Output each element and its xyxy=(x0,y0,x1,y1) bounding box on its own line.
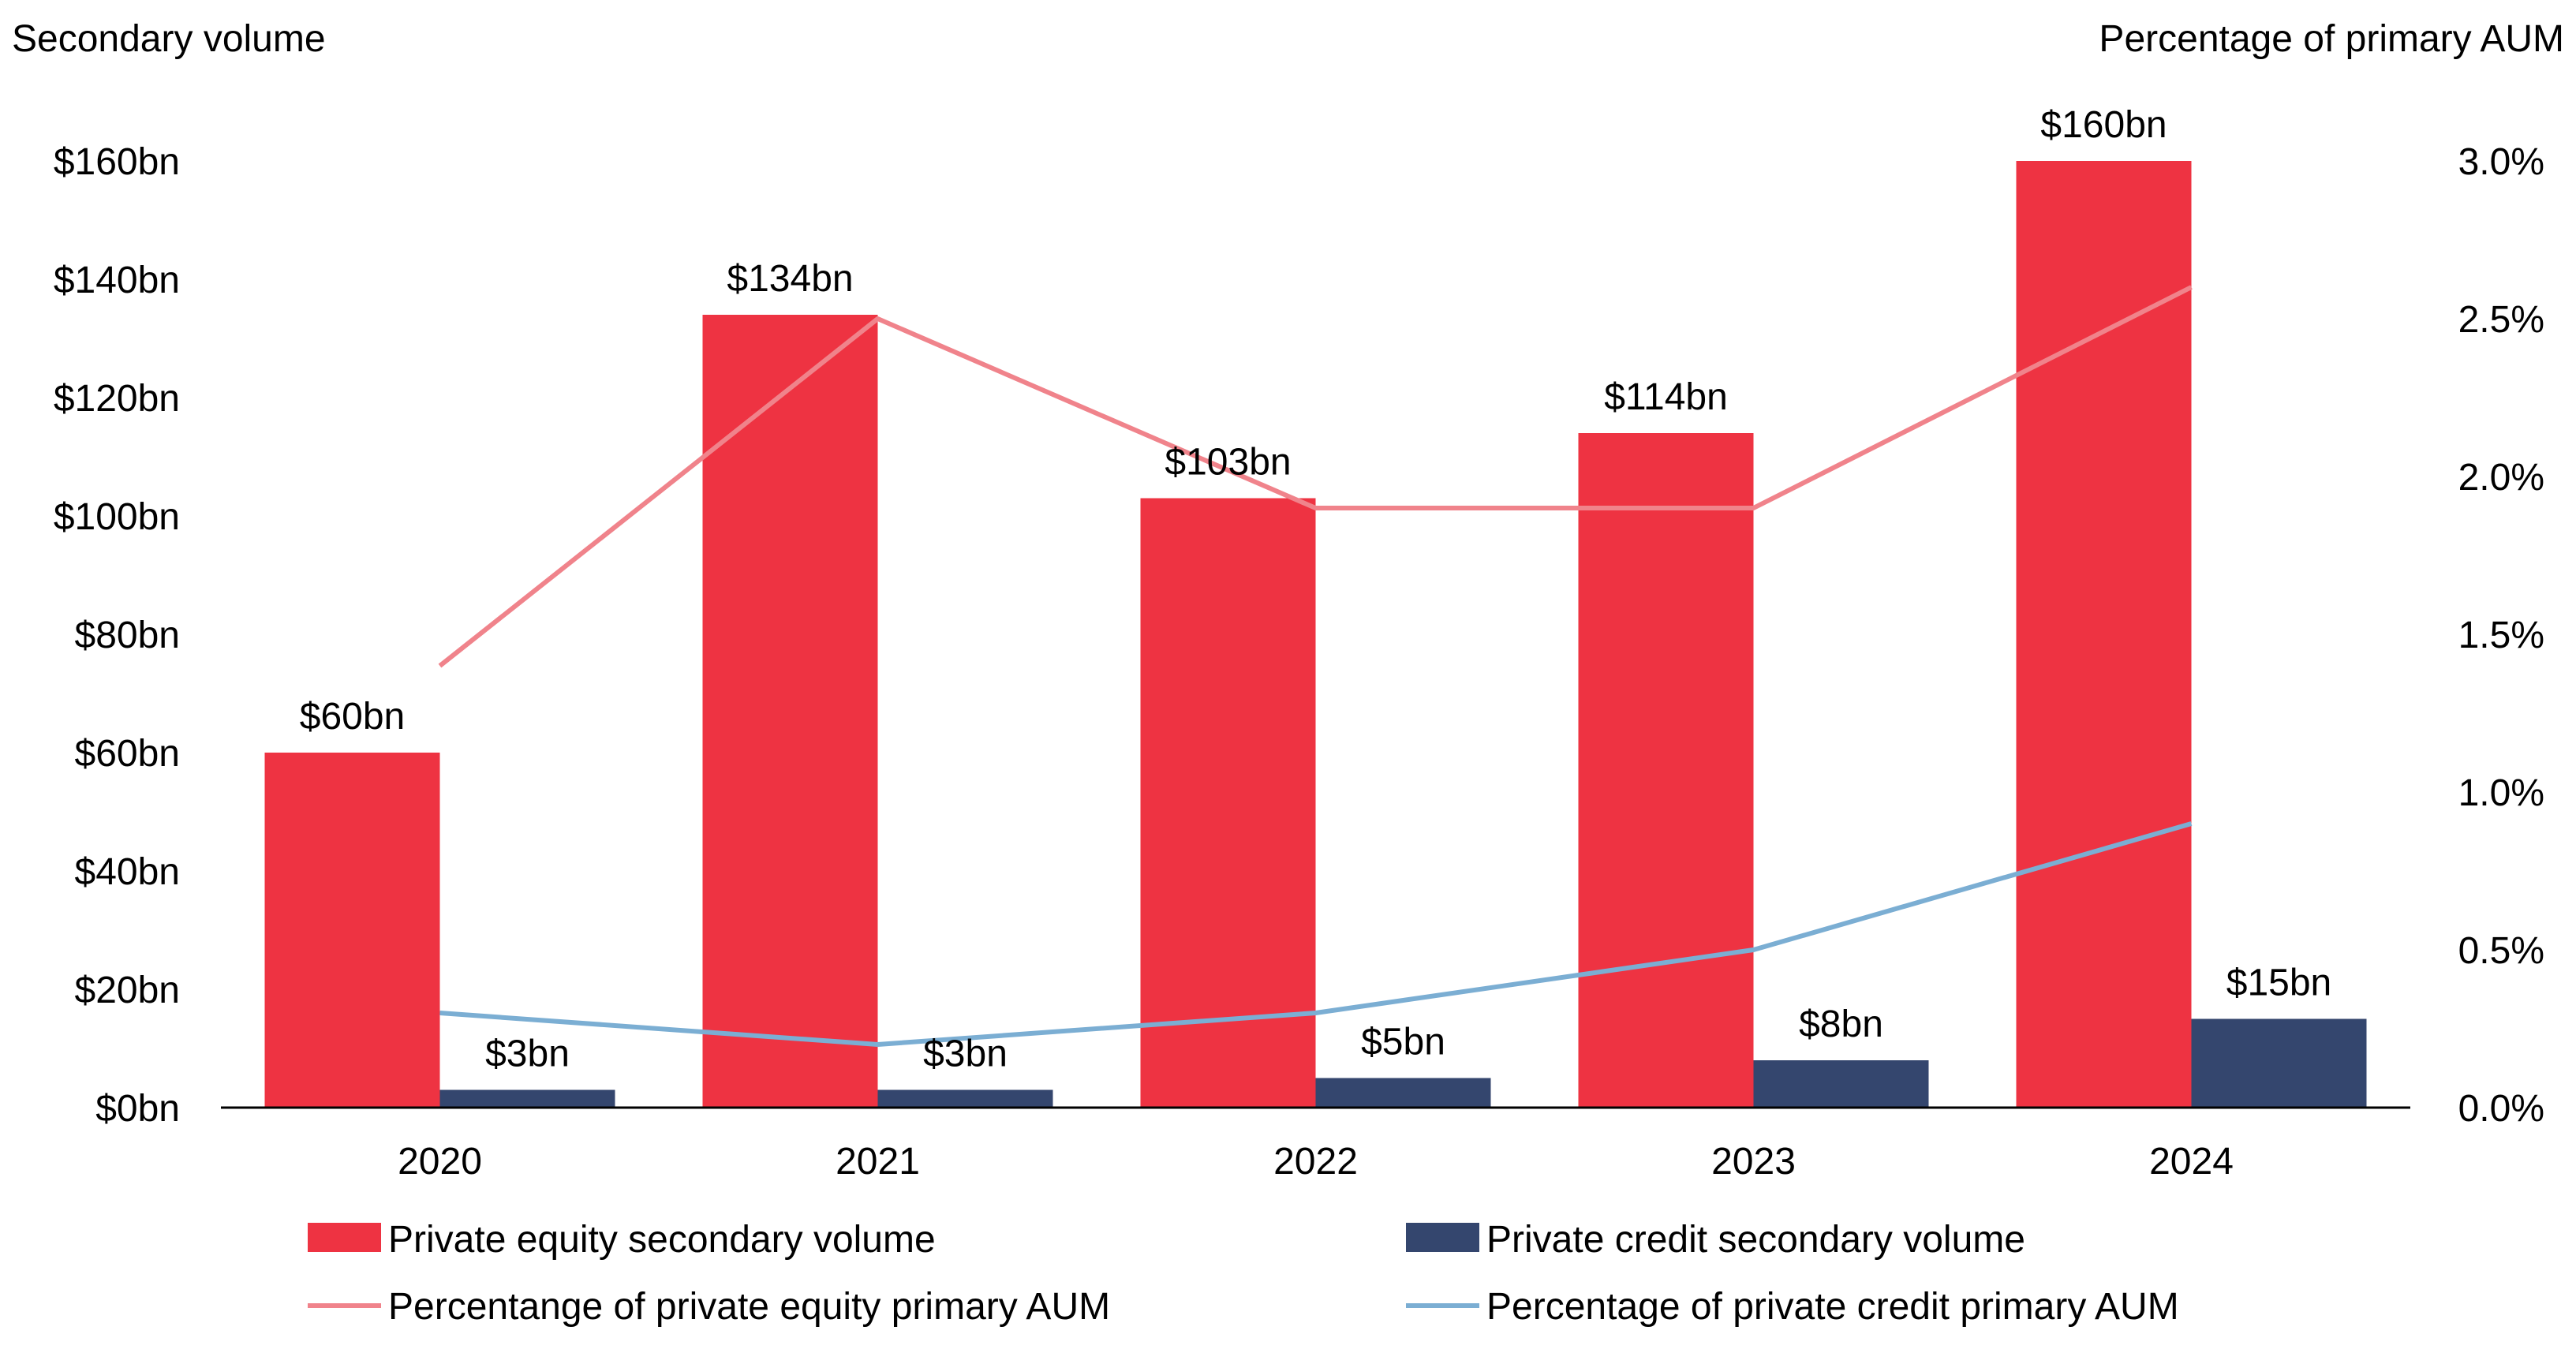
bar-data-label: $3bn xyxy=(485,1033,570,1075)
bar-private-credit xyxy=(1753,1060,1929,1108)
left-axis-ticks: $0bn $20bn $40bn $60bn $80bn $100bn $120bn $140… xyxy=(54,141,180,1130)
bar-private-equity xyxy=(264,753,440,1108)
bar-private-equity xyxy=(702,315,878,1108)
left-tick-label: $40bn xyxy=(75,851,180,893)
legend-label: Private credit secondary volume xyxy=(1486,1219,2025,1261)
bar-data-label: $134bn xyxy=(727,258,853,300)
legend-label: Percentage of private credit primary AUM xyxy=(1486,1286,2179,1328)
bar-private-equity xyxy=(2016,161,2192,1108)
bar-data-label: $15bn xyxy=(2226,962,2331,1004)
legend-swatch xyxy=(1406,1223,1479,1252)
left-tick-label: $20bn xyxy=(75,970,180,1011)
x-tick-label: 2024 xyxy=(2149,1141,2234,1183)
left-tick-label: $140bn xyxy=(54,260,180,301)
bar-data-label: $5bn xyxy=(1361,1022,1445,1063)
bar-data-label: $114bn xyxy=(1604,376,1728,418)
left-tick-label: $60bn xyxy=(75,733,180,775)
legend-label: Private equity secondary volume xyxy=(388,1219,936,1261)
bar-data-label: $103bn xyxy=(1165,442,1291,484)
legend: Private equity secondary volume Private c… xyxy=(308,1219,2179,1328)
right-tick-label: 1.5% xyxy=(2458,615,2544,656)
left-axis-title: Secondary volume xyxy=(12,18,326,60)
left-tick-label: $120bn xyxy=(54,378,180,420)
right-axis-title: Percentage of primary AUM xyxy=(2099,18,2564,60)
x-tick-label: 2021 xyxy=(836,1141,920,1183)
right-tick-label: 0.5% xyxy=(2458,930,2544,972)
x-axis-ticks: 2020 2021 2022 2023 2024 xyxy=(398,1141,2234,1183)
legend-swatch xyxy=(308,1223,381,1252)
right-tick-label: 2.5% xyxy=(2458,299,2544,341)
right-tick-label: 0.0% xyxy=(2458,1088,2544,1130)
right-tick-label: 1.0% xyxy=(2458,772,2544,814)
x-tick-label: 2020 xyxy=(398,1141,482,1183)
bar-data-label: $60bn xyxy=(300,696,405,738)
legend-private-equity-volume: Private equity secondary volume xyxy=(308,1219,936,1261)
bar-private-credit xyxy=(2191,1018,2367,1108)
left-tick-label: $100bn xyxy=(54,496,180,538)
legend-private-credit-aum: Percentage of private credit primary AUM xyxy=(1406,1286,2179,1328)
right-tick-label: 2.0% xyxy=(2458,457,2544,499)
bar-private-equity xyxy=(1578,433,1754,1108)
lines xyxy=(438,285,2193,1047)
legend-private-credit-volume: Private credit secondary volume xyxy=(1406,1219,2025,1261)
bar-data-label: $3bn xyxy=(923,1033,1008,1075)
line-private-equity-aum xyxy=(438,285,2193,668)
x-tick-label: 2022 xyxy=(1273,1141,1358,1183)
left-tick-label: $0bn xyxy=(95,1088,180,1130)
legend-private-equity-aum: Percentange of private equity primary AU… xyxy=(308,1286,1110,1328)
left-tick-label: $160bn xyxy=(54,141,180,183)
bar-data-label: $8bn xyxy=(1799,1003,1883,1045)
left-tick-label: $80bn xyxy=(75,615,180,656)
bar-private-credit xyxy=(877,1089,1053,1108)
bar-private-equity xyxy=(1140,498,1316,1108)
bar-private-credit xyxy=(1315,1078,1491,1108)
bar-data-labels: $60bn $134bn $103bn $114bn $160bn $3bn $3bn $5b… xyxy=(300,104,2331,1075)
right-tick-label: 3.0% xyxy=(2458,141,2544,183)
bar-private-credit xyxy=(439,1089,615,1108)
x-tick-label: 2023 xyxy=(1711,1141,1796,1183)
bar-data-label: $160bn xyxy=(2040,104,2167,146)
bars xyxy=(264,161,2367,1108)
line-private-credit-aum xyxy=(439,821,2193,1047)
right-axis-ticks: 0.0% 0.5% 1.0% 1.5% 2.0% 2.5% 3.0% xyxy=(2458,141,2544,1130)
legend-label: Percentange of private equity primary AU… xyxy=(388,1286,1110,1328)
